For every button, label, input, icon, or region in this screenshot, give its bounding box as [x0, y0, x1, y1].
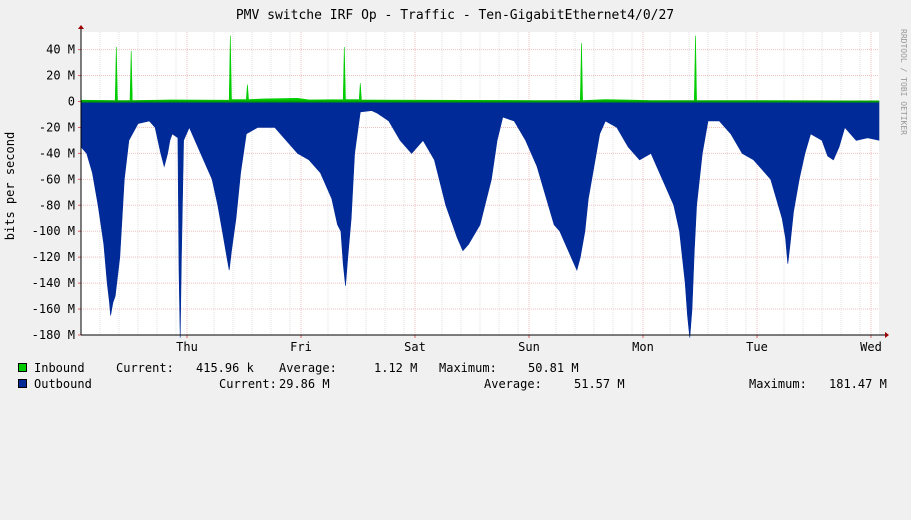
y-tick-label: -40 M [39, 146, 75, 160]
inbound-swatch [18, 363, 27, 372]
outbound-average-label: Average: [484, 377, 542, 391]
x-tick-label: Tue [746, 340, 768, 354]
outbound-maximum-value: 181.47 M [829, 377, 887, 391]
y-axis-label: bits per second [3, 132, 17, 240]
y-tick-label: -120 M [32, 250, 75, 264]
series-outbound-area [80, 101, 880, 338]
x-tick-label: Sun [518, 340, 540, 354]
y-tick-label: 20 M [46, 69, 75, 83]
y-tick-label: -100 M [32, 224, 75, 238]
y-tick-label: -80 M [39, 198, 75, 212]
inbound-label: Inbound [34, 361, 85, 375]
outbound-average-value: 51.57 M [574, 377, 625, 391]
inbound-current-label: Current: [116, 361, 174, 375]
x-tick-label: Thu [176, 340, 198, 354]
inbound-average-value: 1.12 M [374, 361, 418, 375]
y-tick-label: -60 M [39, 172, 75, 186]
legend-row-outbound: Outbound Current: 29.86 M Average: 51.57… [0, 376, 911, 392]
outbound-current-label: Current: [219, 377, 277, 391]
x-tick-label: Wed [860, 340, 882, 354]
x-axis-arrow [885, 332, 889, 338]
y-axis-arrow [78, 25, 84, 29]
inbound-maximum-value: 50.81 M [528, 361, 579, 375]
outbound-current-value: 29.86 M [279, 377, 330, 391]
chart-title: PMV switche IRF Op - Traffic - Ten-Gigab… [236, 8, 674, 23]
y-tick-label: -20 M [39, 120, 75, 134]
x-tick-label: Mon [632, 340, 654, 354]
y-tick-label: -180 M [32, 328, 75, 342]
y-tick-label: -140 M [32, 276, 75, 290]
outbound-swatch [18, 379, 27, 388]
inbound-maximum-label: Maximum: [439, 361, 497, 375]
outbound-label: Outbound [34, 377, 92, 391]
y-tick-label: 0 [68, 95, 75, 109]
rrdtool-watermark: RRDTOOL / TOBI OETIKER [899, 29, 908, 135]
x-tick-label: Sat [404, 340, 426, 354]
legend-row-inbound: Inbound Current: 415.96 k Average: 1.12 … [0, 360, 911, 376]
y-tick-label: -160 M [32, 302, 75, 316]
inbound-average-label: Average: [279, 361, 337, 375]
y-tick-label: 40 M [46, 43, 75, 57]
traffic-chart: PMV switche IRF Op - Traffic - Ten-Gigab… [3, 8, 908, 354]
outbound-maximum-label: Maximum: [749, 377, 807, 391]
inbound-current-value: 415.96 k [196, 361, 254, 375]
x-tick-label: Fri [290, 340, 312, 354]
